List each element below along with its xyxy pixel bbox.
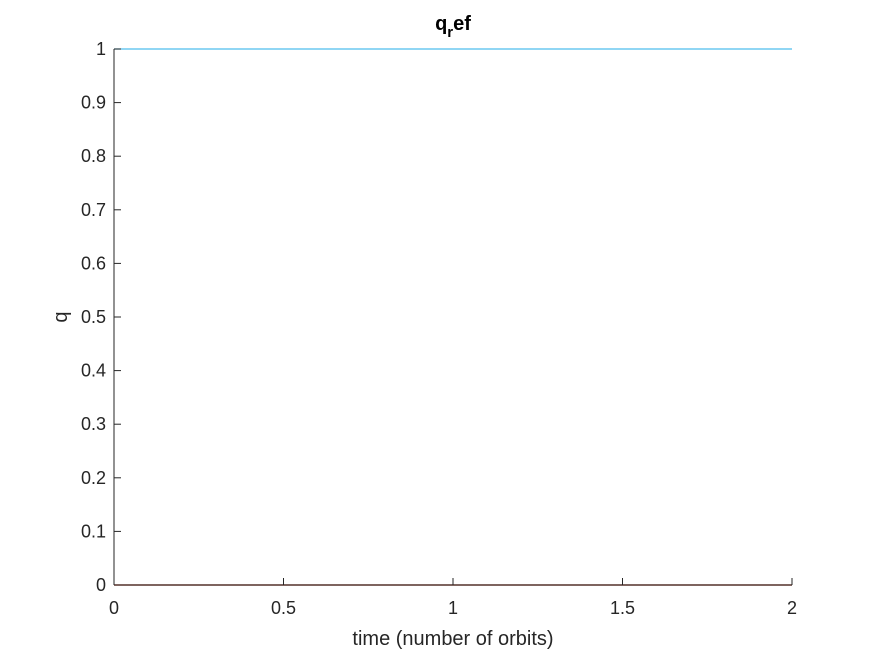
chart-title: qref	[435, 13, 471, 41]
y-tick-label: 0.9	[81, 93, 106, 113]
x-axis-label: time (number of orbits)	[352, 628, 553, 650]
y-ticks: 0 0.1 0.2 0.3 0.4 0.5 0.6 0.7 0.8 0.9 1	[81, 39, 121, 595]
x-tick-label: 0	[109, 598, 119, 618]
x-tick-label: 0.5	[271, 598, 296, 618]
y-tick-label: 0.4	[81, 361, 106, 381]
x-tick-label: 1.5	[610, 598, 635, 618]
x-ticks: 0 0.5 1 1.5 2	[109, 578, 797, 618]
y-tick-label: 0	[96, 575, 106, 595]
x-tick-label: 2	[787, 598, 797, 618]
y-tick-label: 0.5	[81, 307, 106, 327]
x-tick-label: 1	[448, 598, 458, 618]
y-tick-label: 0.7	[81, 200, 106, 220]
title-subscript: r	[447, 24, 453, 41]
y-tick-label: 1	[96, 39, 106, 59]
title-main: q	[435, 13, 447, 35]
y-tick-label: 0.8	[81, 146, 106, 166]
y-tick-label: 0.1	[81, 521, 106, 541]
y-tick-label: 0.2	[81, 468, 106, 488]
y-tick-label: 0.6	[81, 253, 106, 273]
title-rest: ef	[453, 13, 471, 35]
y-tick-label: 0.3	[81, 414, 106, 434]
plot-area	[114, 49, 792, 585]
y-axis-label: q	[50, 311, 72, 322]
